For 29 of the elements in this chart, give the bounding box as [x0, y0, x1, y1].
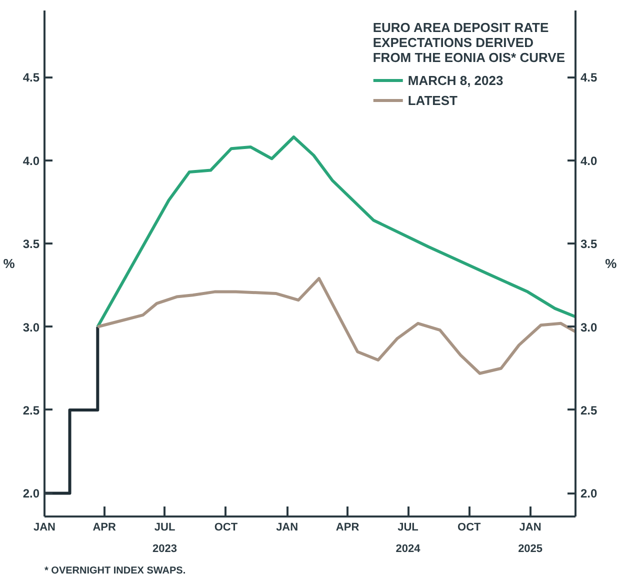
text: * OVERNIGHT INDEX SWAPS. [44, 566, 186, 576]
y2-tick-label: 3.5 [580, 237, 598, 252]
y2-tick-label: 4.0 [580, 154, 598, 168]
y-tick-label: 3.0 [22, 320, 40, 334]
y-tick-label: 3.5 [22, 237, 40, 252]
x-tick-label: OCT [214, 522, 238, 534]
y-tick-label: 4.5 [22, 70, 40, 85]
x-tick-label: JAN 2025 [518, 522, 543, 556]
legend-label: LATEST [408, 92, 458, 108]
y-tick-label: 2.5 [22, 403, 40, 418]
x-tick-label: OCT [458, 522, 482, 534]
line-series [96, 276, 576, 375]
x-tick-label: JAN [276, 522, 298, 534]
x-tick-label: APR [92, 522, 116, 534]
y2-axis-title: % [605, 256, 618, 271]
legend-label: MARCH 8, 2023 [408, 72, 504, 88]
x-tick-label: JUL 2023 [152, 522, 178, 556]
y-tick-label: 2.0 [22, 486, 40, 501]
y-axis-title: % [3, 256, 16, 271]
x-tick-label: JAN [33, 522, 56, 534]
legend-title: EURO AREA DEPOSIT RATE EXPECTATIONS DERIVED FROM THE EONIA OIS* CURVE [372, 20, 565, 65]
y2-tick-label: 2.0 [580, 486, 598, 501]
x-tick-label: JUL 2024 [396, 522, 422, 556]
y2-tick-label: 3.0 [580, 320, 598, 334]
y2-tick-label: 2.5 [580, 403, 598, 418]
x-tick-label: APR [336, 522, 360, 534]
line-series [96, 136, 576, 328]
y2-tick-label: 4.5 [580, 70, 598, 85]
y-tick-label: 4.0 [22, 154, 40, 168]
